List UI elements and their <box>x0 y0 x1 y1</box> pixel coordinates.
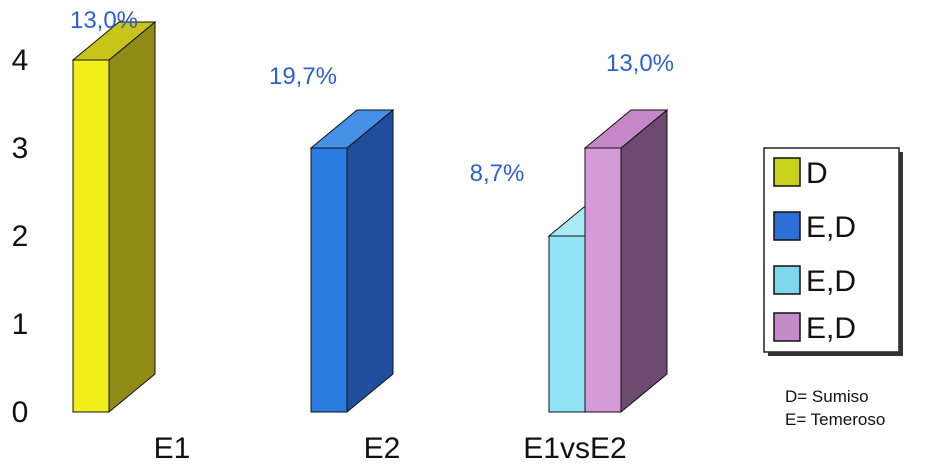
category-label: E1 <box>154 432 191 465</box>
data-label: 13,0% <box>606 50 674 77</box>
category-label: E2 <box>364 432 401 465</box>
bar-front <box>548 235 586 413</box>
legend-label: E,D <box>806 211 856 244</box>
legend-swatch <box>773 157 801 187</box>
bars <box>71 20 669 414</box>
legend-label: E,D <box>806 312 856 345</box>
data-label: 13,0% <box>70 7 138 34</box>
y-tick-label: 0 <box>12 396 29 429</box>
y-axis: 0 1 2 3 4 <box>12 44 29 429</box>
notes: D= Sumiso E= Temeroso <box>785 387 885 429</box>
y-tick-label: 4 <box>12 44 29 77</box>
legend-item: E,D <box>773 265 856 298</box>
legend-label: D <box>806 157 828 190</box>
note-sumiso: D= Sumiso <box>785 387 869 406</box>
legend: D E,D E,D E,D <box>763 147 903 356</box>
data-labels: 13,0% 19,7% 8,7% 13,0% <box>70 7 674 187</box>
bar-side <box>620 108 668 414</box>
bar-side <box>108 20 156 414</box>
category-labels: E1 E2 E1vsE2 <box>154 432 627 465</box>
data-label: 19,7% <box>269 63 337 90</box>
bar-e2-1 <box>309 108 395 414</box>
legend-swatch <box>773 211 801 241</box>
legend-item: D <box>773 157 828 190</box>
y-tick-label: 3 <box>12 132 29 165</box>
bar-e1vse2-3 <box>583 108 669 414</box>
legend-frame-shadow-bottom <box>768 352 903 356</box>
category-label: E1vsE2 <box>523 432 626 465</box>
legend-frame-shadow-right <box>899 152 903 356</box>
bar-front <box>584 147 622 413</box>
y-tick-label: 1 <box>12 308 29 341</box>
legend-swatch <box>773 265 801 295</box>
note-temeroso: E= Temeroso <box>785 410 885 429</box>
data-label: 8,7% <box>470 160 525 187</box>
bar-e1-0 <box>71 20 157 414</box>
bar-front <box>310 147 348 413</box>
legend-item: E,D <box>773 211 856 244</box>
legend-swatch <box>773 312 801 342</box>
bar-front <box>72 59 110 413</box>
legend-label: E,D <box>806 265 856 298</box>
bar-side <box>346 108 394 414</box>
y-tick-label: 2 <box>12 220 29 253</box>
legend-item: E,D <box>773 312 856 345</box>
